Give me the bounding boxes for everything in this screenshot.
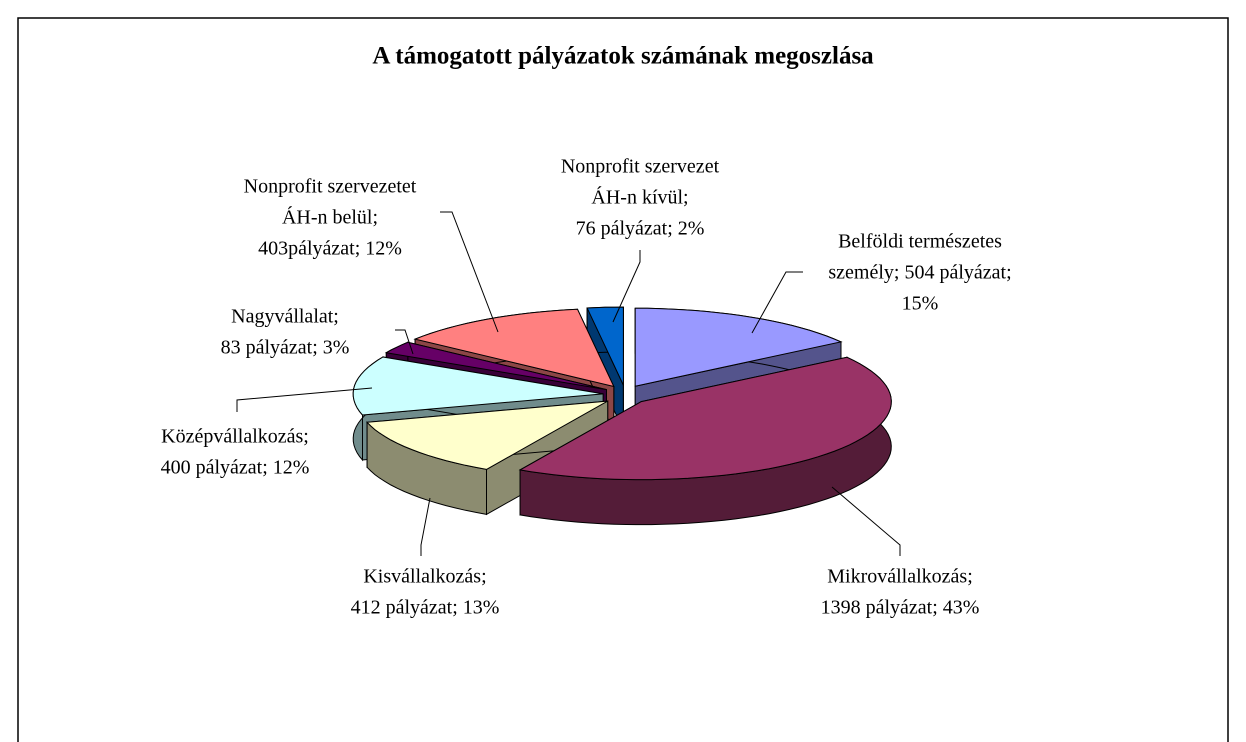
slice-top: [384, 341, 607, 391]
data-label: 403pályázat; 12%: [258, 238, 402, 260]
data-label: Középvállalkozás;: [161, 426, 309, 448]
data-label: ÁH-n kívül;: [591, 186, 688, 209]
leader-line: [612, 250, 641, 323]
leader-line: [751, 271, 803, 334]
slice-top: [586, 306, 624, 386]
slice-top: [365, 400, 608, 470]
leader-line: [236, 387, 373, 412]
slice-top: [634, 307, 843, 387]
leader-line: [831, 486, 901, 556]
data-label: Nonprofit szervezetet: [244, 176, 417, 198]
data-label: személy; 504 pályázat;: [828, 262, 1011, 284]
data-label: 83 pályázat; 3%: [221, 337, 350, 359]
leader-line: [395, 329, 414, 355]
leader-line: [420, 497, 431, 556]
data-label: Belföldi természetes: [838, 231, 1002, 253]
slice-top: [352, 356, 604, 416]
data-label: 76 pályázat; 2%: [576, 218, 705, 240]
slice-top: [413, 308, 615, 388]
data-label: Mikrovállalkozás;: [827, 566, 973, 588]
data-label: 15%: [902, 293, 939, 315]
slice-top: [518, 356, 892, 481]
data-label: 1398 pályázat; 43%: [821, 597, 980, 619]
chart-title: A támogatott pályázatok számának megoszl…: [372, 43, 874, 70]
data-label: ÁH-n belül;: [282, 206, 378, 229]
data-label: Nagyvállalat;: [231, 306, 339, 328]
data-label: Kisvállalkozás;: [363, 566, 486, 588]
pie-slice: [518, 356, 892, 526]
data-label: Nonprofit szervezet: [561, 156, 720, 178]
leader-line: [440, 211, 499, 333]
data-label: 412 pályázat; 13%: [351, 597, 500, 619]
data-label: 400 pályázat; 12%: [161, 457, 310, 479]
